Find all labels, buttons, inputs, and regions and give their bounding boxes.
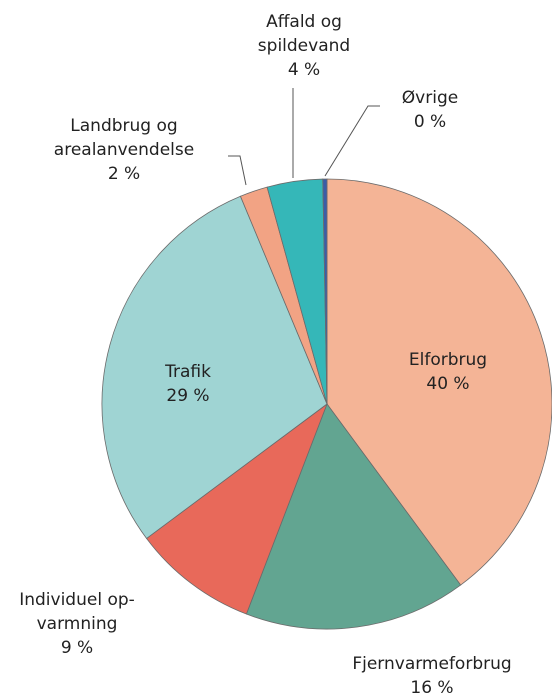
slice-value-label: 9 %	[61, 638, 93, 658]
slice-label: Fjernvarmeforbrug 16 %	[352, 654, 511, 695]
slice-label-line: Elforbrug	[409, 350, 487, 370]
slice-value-label: 29 %	[166, 386, 209, 406]
slice-label-line: Trafik	[164, 362, 211, 382]
slice-value-label: 40 %	[426, 374, 469, 394]
slice-label-line: Affald og	[266, 12, 342, 32]
slice-label: Individuel op-varmning 9 %	[19, 590, 135, 658]
pie-slice	[326, 178, 552, 586]
slice-label: Øvrige 0 %	[402, 88, 458, 132]
pie-slice	[101, 195, 328, 540]
pie-slice	[322, 178, 328, 405]
slice-value-label: 0 %	[414, 112, 446, 132]
slice-value-label: 16 %	[410, 678, 453, 695]
slice-label: Elforbrug 40 %	[409, 350, 487, 394]
slice-label-line: spildevand	[258, 36, 350, 56]
slice-label-line: Øvrige	[402, 88, 458, 108]
leader-line	[228, 155, 247, 186]
slice-label-line: arealanvendelse	[54, 140, 194, 160]
pie-slice	[146, 402, 328, 615]
slice-label-line: Individuel op-	[19, 590, 135, 610]
slice-label-line: Fjernvarmeforbrug	[352, 654, 511, 674]
slice-label: Landbrug og arealanvendelse 2 %	[54, 116, 194, 184]
slice-value-label: 4 %	[288, 60, 320, 80]
slice-label-line: Landbrug og	[70, 116, 177, 136]
slice-label: Affald og spildevand 4 %	[258, 12, 350, 80]
slice-label: Trafik 29 %	[164, 362, 211, 406]
slice-value-label: 2 %	[108, 164, 140, 184]
leader-line	[324, 105, 380, 177]
slice-label-line: varmning	[37, 614, 118, 634]
pie-slice	[245, 403, 462, 630]
